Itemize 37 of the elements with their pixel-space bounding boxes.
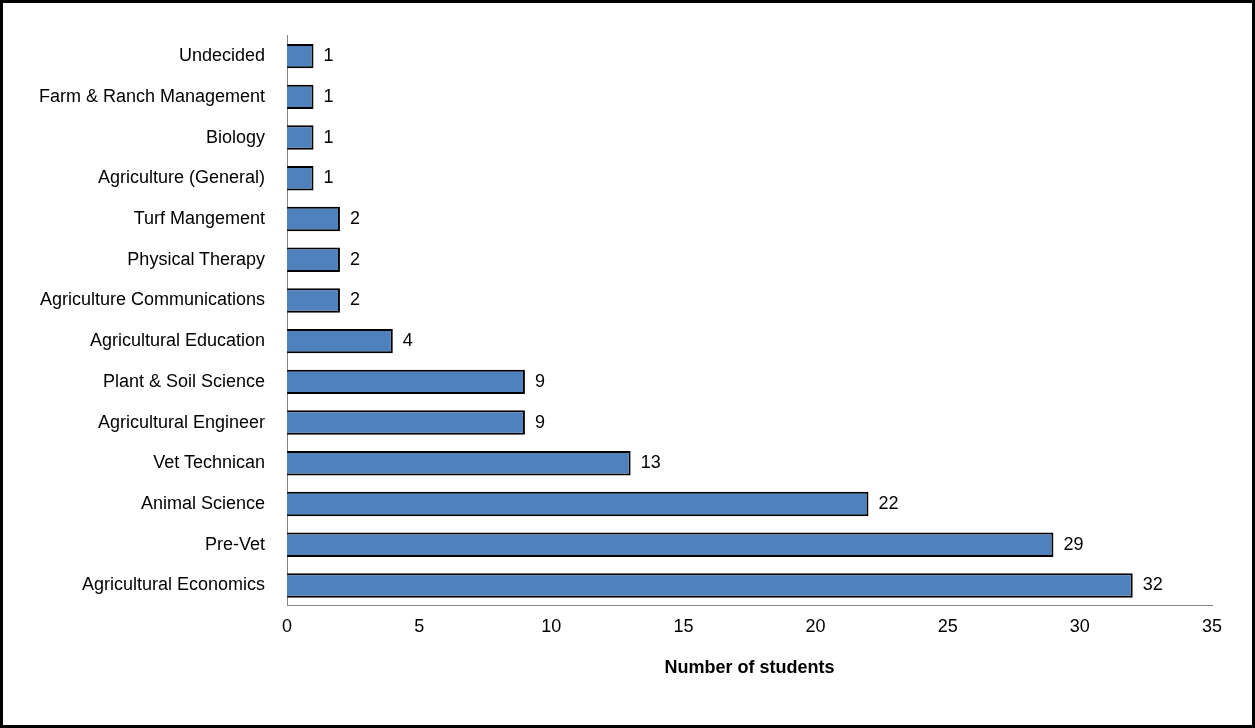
data-label: 9 [534, 411, 545, 432]
x-tick-label: 35 [1201, 615, 1223, 636]
y-tick-label: Agriculture Communications [40, 289, 266, 310]
x-tick-label: 5 [414, 615, 425, 636]
data-label: 2 [349, 289, 360, 310]
x-axis-title: Number of students [664, 657, 835, 678]
data-label: 2 [349, 207, 360, 228]
x-tick-label: 10 [541, 615, 562, 636]
y-tick-label: Pre-Vet [205, 533, 266, 554]
data-label: 22 [878, 492, 899, 513]
x-tick-label: 25 [937, 615, 958, 636]
y-tick-label: Biology [206, 126, 266, 147]
y-tick-label: Physical Therapy [127, 248, 266, 269]
y-tick-label: Agricultural Education [89, 330, 266, 351]
data-label: 32 [1142, 574, 1163, 595]
y-tick-label: Vet Technican [153, 452, 266, 473]
data-label: 29 [1063, 533, 1084, 554]
y-tick-label: Farm & Ranch Management [38, 85, 266, 106]
y-tick-label: Plant & Soil Science [103, 370, 266, 391]
x-tick-label: 30 [1069, 615, 1090, 636]
data-label: 4 [402, 330, 413, 351]
data-label: 1 [323, 167, 334, 188]
x-tick-label: 15 [673, 615, 694, 636]
data-label: 1 [323, 45, 334, 66]
y-tick-label: Agriculture (General) [98, 167, 266, 188]
y-tick-label: Undecided [179, 45, 266, 66]
y-tick-label: Agricultural Engineer [98, 411, 266, 432]
data-label: 9 [534, 370, 545, 391]
y-tick-label: Animal Science [141, 492, 266, 513]
data-label: 1 [323, 126, 334, 147]
y-tick-label: Turf Mangement [133, 207, 266, 228]
x-tick-label: 0 [282, 615, 293, 636]
y-tick-label: Agricultural Economics [82, 574, 266, 595]
data-label: 13 [640, 452, 661, 473]
data-label: 2 [349, 248, 360, 269]
x-tick-label: 20 [805, 615, 826, 636]
data-label: 1 [323, 85, 334, 106]
